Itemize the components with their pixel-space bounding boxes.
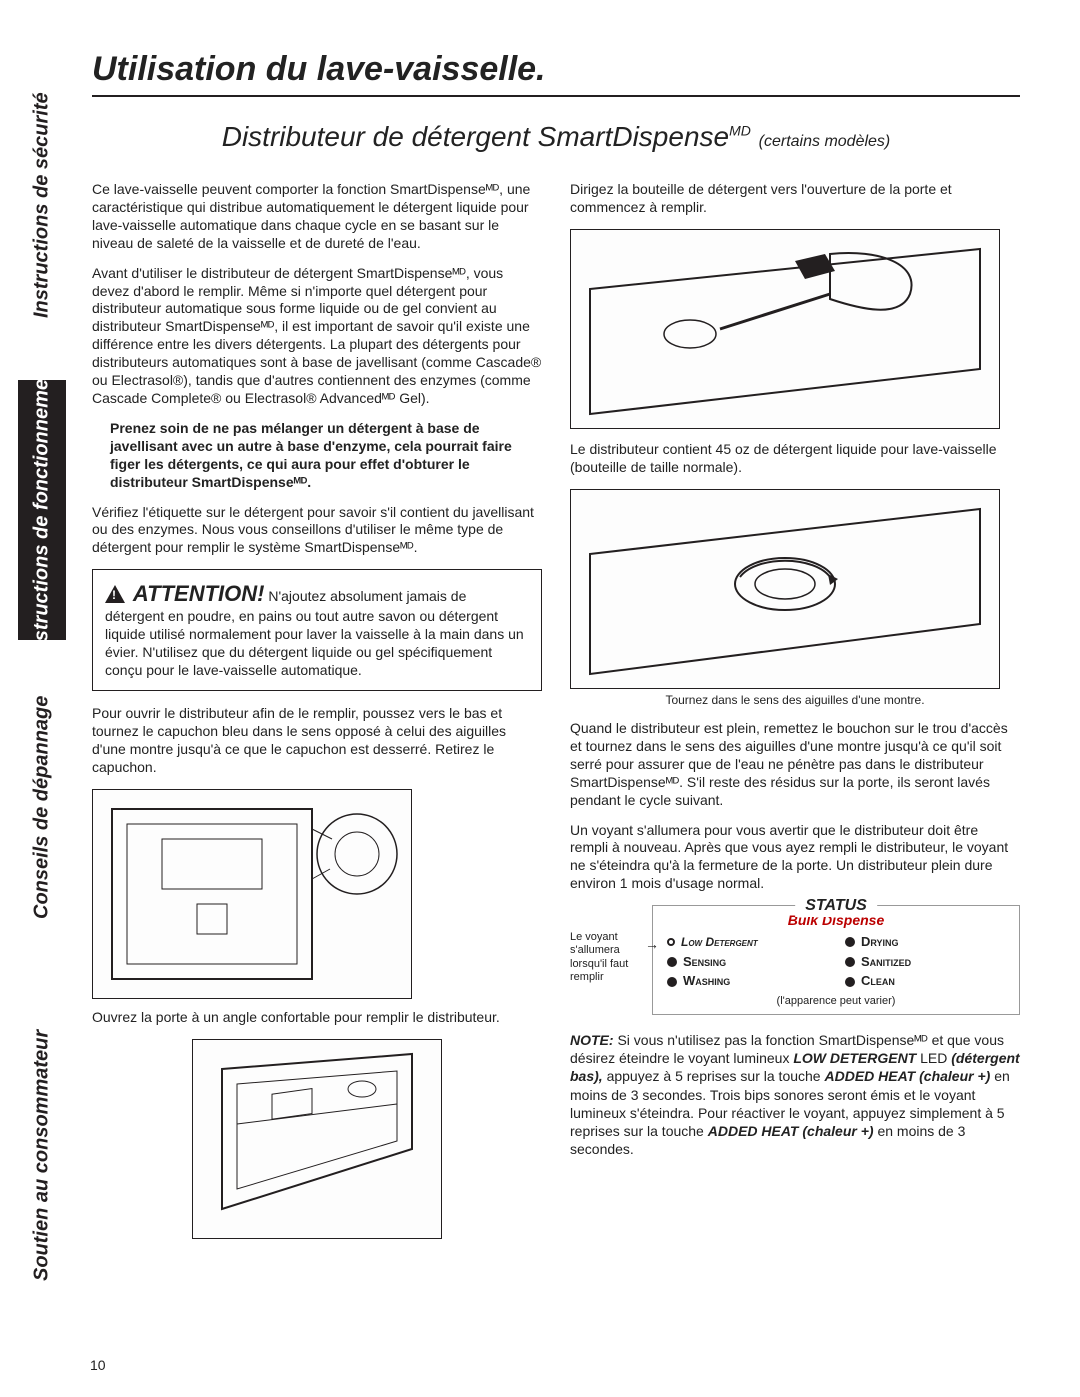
status-title: STATUS [795,896,877,916]
status-clean: Clean [845,973,1005,990]
status-washing: Washing [667,973,827,990]
left-column: Ce lave-vaisselle peuvent comporter la f… [92,181,542,1249]
status-left-label: Le voyant s'allumera lorsqu'il faut remp… [570,905,642,984]
note-bi3: ADDED HEAT (chaleur +) [708,1123,874,1139]
dot-icon [845,977,855,987]
para-pour: Dirigez la bouteille de détergent vers l… [570,181,1020,217]
caption-turn-cap: Tournez dans le sens des aiguilles d'une… [570,693,1020,708]
status-drying: Drying [845,934,1005,951]
status-caption: (l'apparence peut varier) [667,994,1005,1008]
tab-safety: Instructions de sécurité [18,50,66,360]
illustration-pour-bottle [570,229,1000,429]
page-title: Utilisation du lave-vaisselle. [92,50,1020,97]
status-sensing: Sensing [667,954,827,971]
dot-icon [667,938,675,946]
caption-open-door: Ouvrez la porte à un angle confortable p… [92,1009,542,1027]
status-label: Washing [683,973,730,990]
page-number: 10 [90,1357,106,1373]
status-label: Sensing [683,954,726,971]
note-lead: NOTE: [570,1032,614,1048]
illustration-turn-cap [570,489,1000,689]
illustration-open-door [192,1039,442,1239]
status-label: Clean [861,973,895,990]
cap-svg [580,499,990,679]
page-content: Utilisation du lave-vaisselle. Distribut… [72,0,1080,1397]
status-low-detergent: Low Detergent [667,934,827,951]
para-capacity: Le distributeur contient 45 oz de déterg… [570,441,1020,477]
note-block: NOTE: Si vous n'utilisez pas la fonction… [570,1031,1020,1158]
para-before-use: Avant d'utiliser le distributeur de déte… [92,265,542,408]
tab-operation: Instructions de fonctionnement [18,380,66,640]
tab-support: Soutien au consommateur [18,975,66,1335]
note-bi2: ADDED HEAT (chaleur +) [824,1068,990,1084]
page-subtitle: Distributeur de détergent SmartDispenseM… [92,121,1020,153]
open-door-svg [202,1049,432,1229]
dot-icon [667,957,677,967]
status-sanitized: Sanitized [845,954,1005,971]
status-box: → STATUS Bulk Dispense Low Detergent Dry… [652,905,1020,1015]
para-open-dispenser: Pour ouvrir le distributeur afin de le r… [92,705,542,777]
status-label: Low Detergent [681,935,758,950]
sidebar-tabs: Instructions de sécurité Instructions de… [0,0,72,1397]
para-intro: Ce lave-vaisselle peuvent comporter la f… [92,181,542,253]
arrow-icon: → [645,936,659,954]
attention-head: ATTENTION! [133,581,265,606]
door-svg [102,799,402,989]
note-t3: appuyez à 5 reprises sur la touche [603,1068,825,1084]
right-column: Dirigez la bouteille de détergent vers l… [570,181,1020,1249]
bottle-svg [580,239,990,419]
tab-troubleshooting: Conseils de dépannage [18,660,66,955]
status-label: Sanitized [861,954,911,971]
para-check-label: Vérifiez l'étiquette sur le détergent po… [92,504,542,558]
note-b1: LOW DETERGENT [793,1050,916,1066]
para-close-cap: Quand le distributeur est plein, remette… [570,720,1020,810]
status-panel: Le voyant s'allumera lorsqu'il faut remp… [570,905,1020,1015]
note-t2: LED [916,1050,951,1066]
illustration-door-cap [92,789,412,999]
warning-icon [105,585,125,603]
para-warning-mix: Prenez soin de ne pas mélanger un déterg… [92,420,542,492]
dot-icon [667,977,677,987]
status-grid: Low Detergent Drying Sensing Sanitized W… [667,934,1005,990]
dot-icon [845,937,855,947]
subtitle-small: (certains modèles) [759,133,891,150]
dot-icon [845,957,855,967]
subtitle-sup: MD [729,123,751,139]
status-label: Drying [861,934,899,951]
para-indicator: Un voyant s'allumera pour vous avertir q… [570,822,1020,894]
attention-box: ATTENTION! N'ajoutez absolument jamais d… [92,569,542,691]
subtitle-main: Distributeur de détergent SmartDispense [222,121,729,152]
